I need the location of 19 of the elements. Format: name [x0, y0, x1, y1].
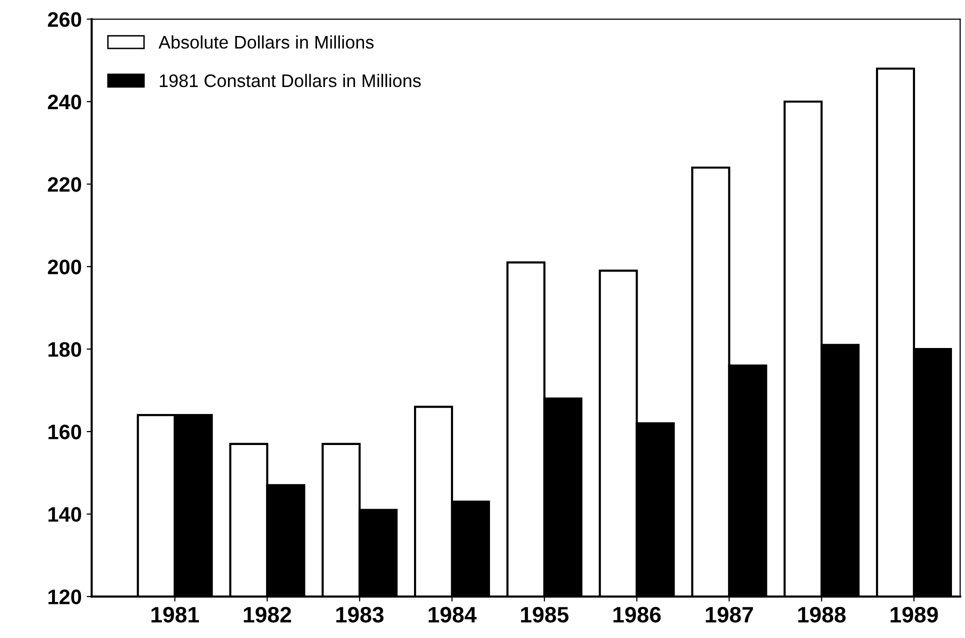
y-tick-label: 120 [48, 590, 82, 604]
y-tick-label: 260 [48, 12, 82, 27]
x-tick-label: 1988 [798, 606, 846, 623]
x-tick-label: 1985 [521, 606, 569, 623]
y-tick-label: 240 [48, 94, 82, 110]
y-tick-label: 220 [48, 177, 82, 192]
y-tick-label: 160 [48, 424, 82, 440]
x-tick-label: 1981 [152, 606, 199, 623]
x-tick-label: 1984 [428, 606, 477, 623]
x-tick-label: 1983 [336, 606, 384, 623]
y-tick-label: 180 [48, 342, 82, 357]
x-tick-label: 1982 [244, 606, 292, 623]
y-tick-label: 140 [48, 507, 82, 522]
x-tick-label: 1987 [706, 606, 753, 623]
y-tick-label: 200 [48, 260, 82, 274]
legend-label: 1981 Constant Dollars in Millions [160, 74, 421, 88]
x-tick-label: 1986 [613, 606, 661, 623]
legend-label: Absolute Dollars in Millions [158, 35, 374, 49]
x-tick-label: 1989 [890, 606, 938, 623]
